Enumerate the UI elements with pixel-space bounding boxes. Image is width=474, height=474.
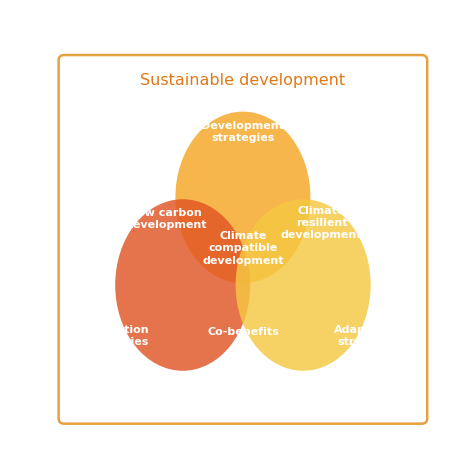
Text: Climate
compatible
development: Climate compatible development (202, 231, 283, 266)
Text: Adaptation
strategies: Adaptation strategies (334, 325, 403, 347)
Text: Co-benefits: Co-benefits (207, 328, 279, 337)
Text: Mitigation
strategies: Mitigation strategies (85, 325, 149, 347)
Text: Development
strategies: Development strategies (201, 120, 284, 143)
Text: Climate
resilient
development: Climate resilient development (281, 206, 362, 240)
Text: Sustainable development: Sustainable development (140, 73, 346, 88)
Ellipse shape (175, 111, 310, 283)
Ellipse shape (236, 199, 371, 371)
Text: Low carbon
development: Low carbon development (126, 208, 207, 230)
Ellipse shape (115, 199, 250, 371)
FancyBboxPatch shape (59, 55, 427, 424)
